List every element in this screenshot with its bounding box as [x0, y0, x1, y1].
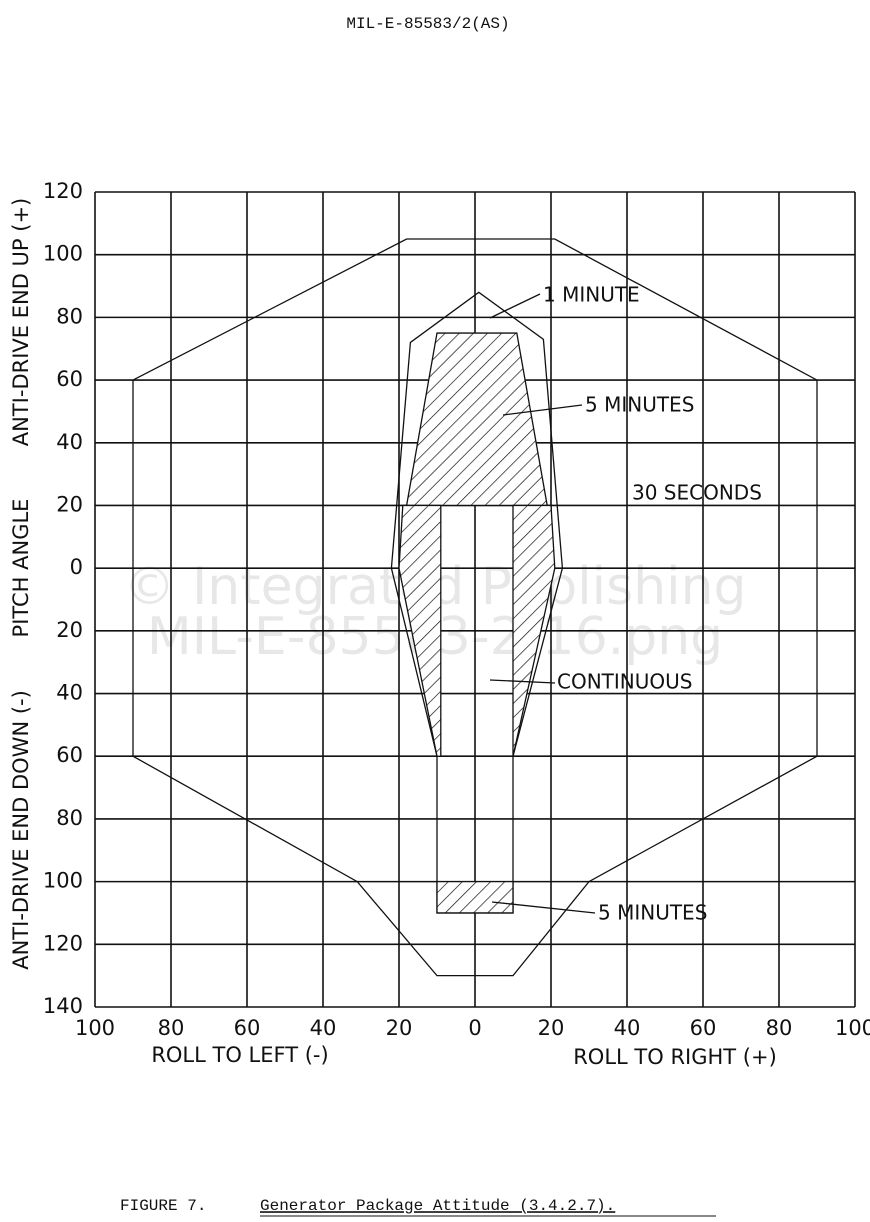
- x-tick-label: 60: [690, 1016, 717, 1040]
- region: [390, 291, 564, 914]
- x-tick-label: 100: [75, 1016, 115, 1040]
- x-tick-label: 100: [835, 1016, 870, 1040]
- y-tick-label: 40: [56, 430, 83, 454]
- y-label: ANTI-DRIVE END UP (+): [9, 198, 33, 446]
- y-tick-label: 0: [70, 555, 83, 579]
- x-tick-label: 60: [234, 1016, 261, 1040]
- region: [512, 504, 556, 757]
- y-tick-label: 60: [56, 367, 83, 391]
- annotation: 5 MINUTES: [585, 393, 694, 417]
- x-tick-label: 80: [766, 1016, 793, 1040]
- region: [398, 504, 442, 757]
- y-tick-label: 60: [56, 743, 83, 767]
- x-tick-label: 20: [386, 1016, 413, 1040]
- region: [132, 238, 818, 977]
- y-tick-label: 80: [56, 806, 83, 830]
- y-label: PITCH ANGLE: [9, 499, 33, 638]
- leader-line: [502, 404, 583, 416]
- leader-line: [489, 679, 556, 684]
- leader-line: [491, 901, 596, 914]
- region: [405, 332, 548, 507]
- y-tick-label: 40: [56, 681, 83, 705]
- x-tick-label: 0: [468, 1016, 481, 1040]
- y-tick-label: 120: [43, 931, 83, 955]
- header: MIL-E-85583/2(AS): [346, 15, 509, 33]
- x-tick-label: 40: [614, 1016, 641, 1040]
- caption-number: FIGURE 7.: [120, 1197, 206, 1215]
- y-label: ANTI-DRIVE END DOWN (-): [9, 690, 33, 970]
- y-tick-label: 100: [43, 242, 83, 266]
- annotation: 5 MINUTES: [598, 901, 707, 925]
- y-tick-label: 140: [43, 994, 83, 1018]
- annotation: 30 SECONDS: [632, 481, 762, 505]
- y-tick-label: 80: [56, 304, 83, 328]
- y-tick-label: 120: [43, 179, 83, 203]
- x-tick-label: 40: [310, 1016, 337, 1040]
- x-tick-label: 80: [158, 1016, 185, 1040]
- caption-title: Generator Package Attitude (3.4.2.7).: [260, 1197, 615, 1215]
- region: [436, 880, 514, 914]
- x-tick-label: 20: [538, 1016, 565, 1040]
- x-label: ROLL TO RIGHT (+): [573, 1045, 777, 1069]
- y-tick-label: 20: [56, 618, 83, 642]
- leader-line: [489, 293, 541, 319]
- annotation: CONTINUOUS: [557, 670, 692, 694]
- x-label: ROLL TO LEFT (-): [151, 1043, 328, 1067]
- y-tick-label: 20: [56, 492, 83, 516]
- y-tick-label: 100: [43, 869, 83, 893]
- annotation: 1 MINUTE: [543, 283, 640, 307]
